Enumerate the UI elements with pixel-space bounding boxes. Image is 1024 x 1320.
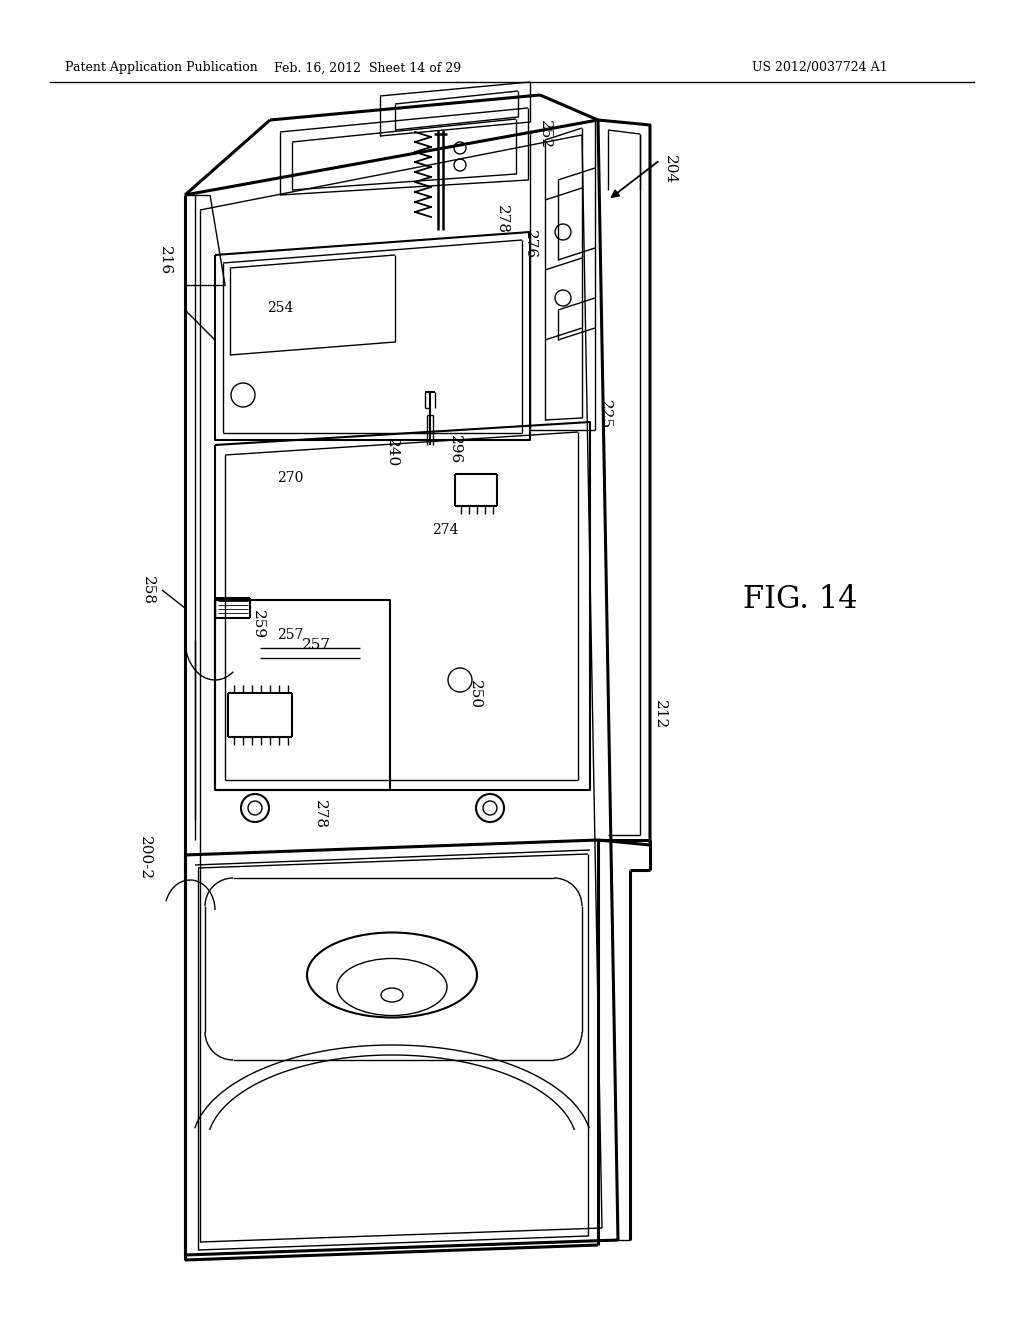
Text: Feb. 16, 2012  Sheet 14 of 29: Feb. 16, 2012 Sheet 14 of 29 [274, 62, 462, 74]
Text: 276: 276 [523, 230, 537, 259]
Text: 225: 225 [598, 400, 612, 429]
Text: 274: 274 [432, 523, 459, 537]
Text: 204: 204 [663, 154, 677, 185]
Text: US 2012/0037724 A1: US 2012/0037724 A1 [753, 62, 888, 74]
Text: 278: 278 [313, 800, 327, 829]
Text: 200-2: 200-2 [138, 836, 152, 880]
Text: 257: 257 [301, 638, 331, 652]
Text: FIG. 14: FIG. 14 [742, 585, 857, 615]
Text: 258: 258 [141, 576, 155, 605]
Text: 270: 270 [276, 471, 303, 484]
Text: 278: 278 [495, 205, 509, 234]
Text: 250: 250 [468, 680, 482, 709]
Text: 212: 212 [653, 700, 667, 729]
Text: 252: 252 [538, 120, 552, 149]
Text: 259: 259 [251, 610, 265, 640]
Text: 257: 257 [276, 628, 303, 642]
Text: 216: 216 [158, 246, 172, 275]
Text: 254: 254 [267, 301, 293, 315]
Text: 296: 296 [449, 436, 462, 465]
Text: 240: 240 [385, 438, 399, 467]
Text: Patent Application Publication: Patent Application Publication [65, 62, 258, 74]
